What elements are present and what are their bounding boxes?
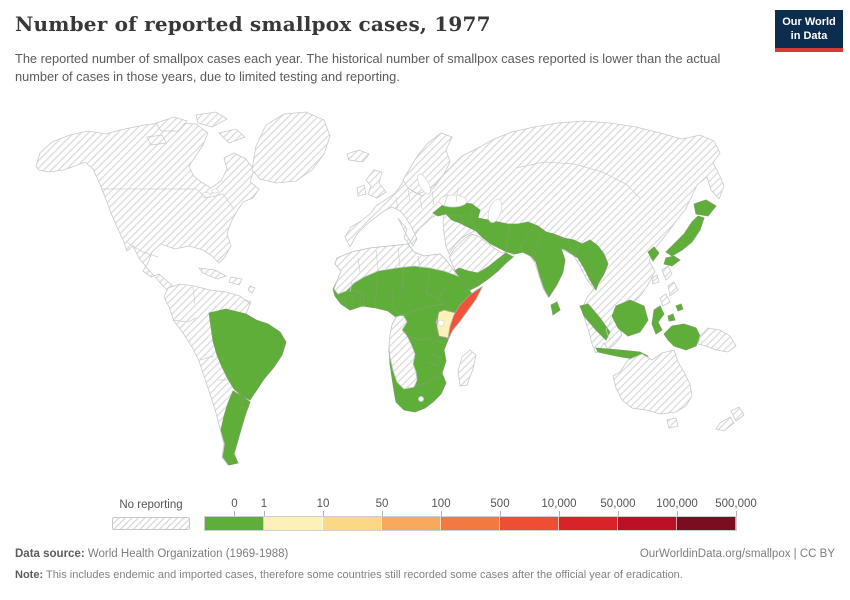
region-taiwan[interactable]	[651, 274, 660, 285]
legend-tick-label: 0	[231, 498, 238, 510]
owid-logo-box: Our World in Data	[775, 10, 843, 48]
lake-victoria	[437, 319, 445, 327]
legend-no-reporting-label: No reporting	[119, 499, 183, 511]
owid-logo-accent-bar	[775, 48, 843, 52]
region-north-america[interactable]	[35, 121, 260, 308]
world-map	[0, 110, 850, 495]
legend-tick-label: 100,000	[656, 498, 698, 510]
legend-tick-label: 50	[375, 498, 389, 510]
region-brazil[interactable]	[208, 308, 287, 401]
note-value: This includes endemic and imported cases…	[45, 569, 683, 581]
legend-tick-label: 10	[316, 498, 330, 510]
legend-tick-marks	[205, 511, 737, 517]
region-somalia[interactable]	[447, 285, 483, 341]
region-japan[interactable]	[663, 199, 717, 267]
legend-bin-1[interactable]	[264, 517, 323, 530]
region-philippines[interactable]	[659, 265, 679, 307]
legend-bin-10[interactable]	[323, 517, 382, 530]
region-new-zealand[interactable]	[715, 406, 745, 432]
legend-tick-label: 50,000	[600, 498, 636, 510]
caspian-sea	[487, 199, 503, 223]
page-title: Number of reported smallpox cases, 1977	[15, 12, 491, 36]
baltic-sea	[417, 173, 431, 195]
footer: Data source: World Health Organization (…	[15, 548, 835, 560]
legend-bin-100[interactable]	[441, 517, 500, 530]
region-ireland[interactable]	[356, 184, 367, 197]
legend-tick	[263, 511, 265, 517]
owid-logo-line1: Our World	[782, 15, 836, 28]
legend-tick	[440, 511, 442, 517]
legend-bin-50,000[interactable]	[618, 517, 677, 530]
legend-tick	[234, 511, 235, 517]
region-greenland[interactable]	[251, 111, 331, 184]
legend-bin-50[interactable]	[382, 517, 441, 530]
data-source-value: World Health Organization (1969-1988)	[87, 548, 289, 560]
owid-logo-line2: in Data	[790, 30, 828, 42]
region-madagascar[interactable]	[457, 349, 477, 387]
region-uk[interactable]	[365, 169, 387, 199]
region-arctic-islands[interactable]	[146, 111, 246, 146]
legend-tick-labels: 0 1 10 50 100 500 10,000 50,000 100,000 500,000	[205, 498, 756, 517]
legend-bin-10,000[interactable]	[559, 517, 618, 530]
region-middle-east-south-asia[interactable]	[432, 201, 609, 298]
region-iceland[interactable]	[346, 149, 370, 163]
legend-tick	[676, 511, 678, 517]
region-papua-new-guinea[interactable]	[697, 327, 737, 353]
data-source-label: Data source:	[15, 548, 85, 560]
legend-tick-label: 100	[431, 498, 451, 510]
legend-no-reporting-swatch[interactable]	[112, 517, 190, 530]
region-australia[interactable]	[612, 349, 693, 415]
owid-logo[interactable]: Our World in Data	[775, 10, 843, 52]
chart-subtitle: The reported number of smallpox cases ea…	[15, 51, 721, 85]
country-borders-hatched	[101, 161, 641, 381]
region-argentina-uruguay[interactable]	[220, 390, 251, 466]
region-sri-lanka[interactable]	[550, 301, 561, 316]
country-borders-green	[240, 205, 579, 409]
legend-tick-label: 1	[260, 498, 268, 510]
legend-color-bar[interactable]	[204, 516, 737, 531]
legend-tick	[558, 511, 560, 517]
legend-tick	[499, 511, 501, 517]
region-caribbean[interactable]	[198, 267, 256, 308]
legend-bin-100,000[interactable]	[677, 517, 736, 530]
legend-tick-label: 500	[490, 498, 510, 510]
legend-tick-label: 500,000	[715, 498, 757, 510]
region-south-korea[interactable]	[647, 246, 660, 262]
region-yemen-oman[interactable]	[451, 252, 514, 291]
legend-bin-500[interactable]	[500, 517, 559, 530]
region-tasmania[interactable]	[666, 417, 679, 429]
legend-tick	[322, 511, 324, 517]
legend-tick-label: 10,000	[541, 498, 577, 510]
footer-note: Note: This includes endemic and imported…	[15, 569, 835, 581]
black-sea	[438, 194, 468, 208]
region-central-west-africa[interactable]	[388, 314, 418, 390]
lesotho-enclave	[418, 396, 424, 402]
great-lakes-2	[211, 188, 219, 194]
legend-tick	[617, 511, 619, 517]
note-label: Note:	[15, 569, 44, 581]
legend-tick	[735, 511, 737, 517]
legend-bin-0[interactable]	[205, 517, 264, 530]
owid-link[interactable]: OurWorldinData.org/smallpox | CC BY	[639, 548, 835, 560]
legend-tick	[381, 511, 383, 517]
